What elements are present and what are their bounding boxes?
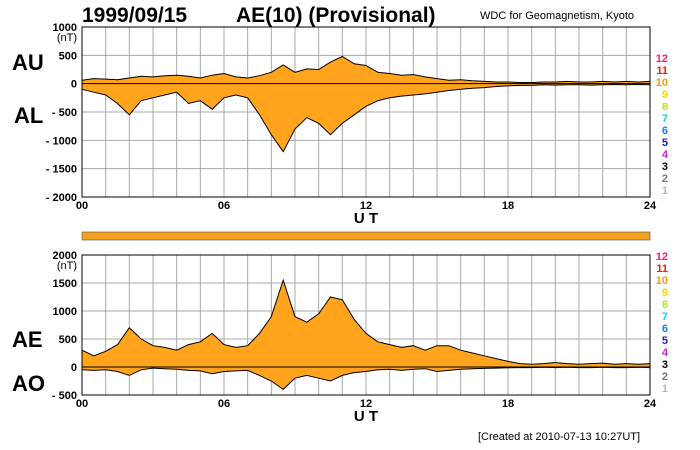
upper-station-count-label: 7 (662, 113, 668, 125)
ae-ao-y-tick-label: - 500 (52, 390, 77, 402)
au-al-unit-label: (nT) (57, 32, 77, 44)
ae-ao-frame (81, 254, 651, 396)
upper-station-count-label: 10 (656, 77, 668, 89)
upper-station-count-label: 1 (662, 185, 668, 197)
au-al-range-area (82, 56, 650, 152)
lower-station-count-label: 9 (662, 287, 668, 299)
ae-series-line (81, 278, 651, 365)
ae-ao-x-tick-label: 24 (644, 398, 657, 410)
au-al-y-tick-label: 500 (59, 50, 77, 62)
ae-ao-x-axis-label: U T (354, 408, 378, 425)
ae-ao-x-tick-label: 18 (502, 398, 514, 410)
ae-ao-y-tick-label: 2000 (53, 250, 77, 262)
au-al-y-tick-label: 0 (71, 79, 77, 91)
au-al-y-tick-label: - 1000 (46, 135, 77, 147)
al-label: AL (14, 103, 44, 128)
lower-station-count-label: 2 (662, 371, 668, 383)
station-availability-bar (81, 231, 651, 241)
au-al-x-tick-label: 00 (76, 200, 88, 212)
au-al-y-tick-label: - 2000 (46, 192, 77, 204)
ao-series-line (81, 366, 651, 391)
ao-label: AO (12, 371, 45, 396)
ae-ao-x-tick-label: 00 (76, 398, 88, 410)
upper-station-count-label: 4 (662, 149, 669, 161)
ae-ao-x-tick-label: 06 (218, 398, 230, 410)
upper-station-count-label: 6 (662, 125, 668, 137)
upper-station-count-label: 11 (656, 65, 668, 77)
date-label: 1999/09/15 (82, 4, 188, 27)
organization-label: WDC for Geomagnetism, Kyoto (480, 10, 635, 22)
lower-station-count-label: 4 (662, 347, 669, 359)
upper-station-count-label: 9 (662, 89, 668, 101)
upper-station-count-label: 2 (662, 173, 668, 185)
ae-ao-y-tick-label: 1500 (53, 278, 77, 290)
upper-station-count-label: 5 (662, 137, 668, 149)
ae-ao-unit-label: (nT) (57, 260, 77, 272)
ae-ao-range-area (82, 280, 650, 390)
upper-station-count-label: 3 (662, 161, 668, 173)
lower-station-count-label: 3 (662, 359, 668, 371)
created-timestamp: [Created at 2010-07-13 10:27UT] (478, 431, 641, 443)
lower-station-count-label: 6 (662, 323, 668, 335)
au-al-x-tick-label: 06 (218, 200, 230, 212)
index-title: AE(10) (Provisional) (236, 4, 436, 27)
lower-station-count-label: 1 (662, 383, 668, 395)
al-series-line (81, 83, 651, 153)
au-al-frame (81, 26, 651, 198)
lower-station-count-label: 8 (662, 299, 668, 311)
ae-ao-x-tick-label: 12 (360, 398, 372, 410)
ae-ao-y-tick-label: 500 (59, 334, 77, 346)
upper-station-count-label: 12 (656, 53, 668, 65)
au-al-y-tick-label: 1000 (53, 22, 77, 34)
ae-ao-y-tick-label: 1000 (53, 306, 77, 318)
au-al-x-tick-label: 18 (502, 200, 514, 212)
ae-ao-y-tick-label: 0 (71, 362, 77, 374)
au-al-x-tick-label: 24 (644, 200, 657, 212)
au-al-y-tick-label: - 500 (52, 107, 77, 119)
au-al-x-tick-label: 12 (360, 200, 372, 212)
au-series-line (81, 55, 651, 83)
upper-station-count-label: 8 (662, 101, 668, 113)
lower-station-count-label: 5 (662, 335, 668, 347)
lower-station-count-label: 7 (662, 311, 668, 323)
lower-station-count-label: 11 (656, 263, 668, 275)
au-label: AU (12, 50, 44, 75)
lower-station-count-label: 10 (656, 275, 668, 287)
ae-label: AE (12, 327, 43, 352)
au-al-y-tick-label: - 1500 (46, 164, 77, 176)
lower-station-count-label: 12 (656, 251, 668, 263)
au-al-x-axis-label: U T (354, 210, 378, 227)
